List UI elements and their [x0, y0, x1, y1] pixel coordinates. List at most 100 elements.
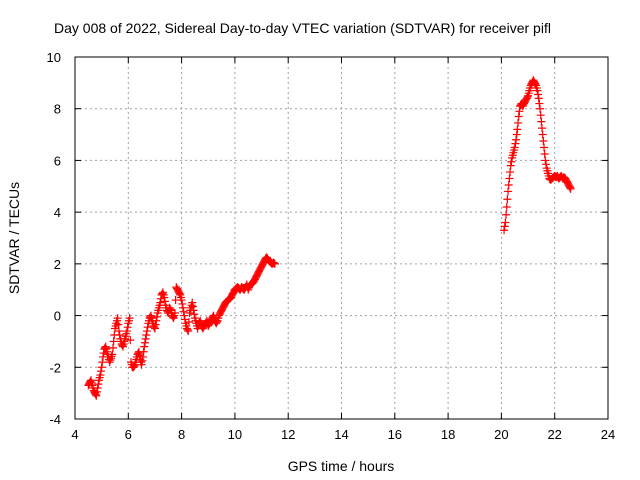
y-tick-label: 2	[54, 257, 61, 272]
x-tick-label: 10	[228, 427, 242, 442]
data-point-marker	[140, 342, 149, 351]
data-point-marker	[114, 320, 123, 329]
grid-lines	[75, 57, 608, 419]
data-point-marker	[130, 361, 139, 370]
data-point-marker	[152, 316, 161, 325]
data-point-marker	[92, 391, 101, 400]
data-point-marker	[178, 299, 187, 308]
data-point-marker	[150, 324, 159, 333]
data-point-marker	[269, 258, 278, 267]
data-point-marker	[566, 183, 575, 192]
data-point-marker	[540, 149, 549, 158]
data-point-marker	[98, 358, 107, 367]
x-tick-label: 4	[71, 427, 78, 442]
data-point-marker	[142, 327, 151, 336]
data-point-marker	[188, 302, 197, 311]
data-point-marker	[183, 325, 192, 334]
data-point-marker	[180, 311, 189, 320]
data-point-marker	[86, 377, 95, 386]
x-axis-label: GPS time / hours	[288, 458, 395, 474]
data-point-marker	[537, 117, 546, 126]
data-point-marker	[93, 383, 102, 392]
data-point-marker	[539, 137, 548, 146]
series-2	[500, 76, 575, 235]
data-point-marker	[140, 338, 149, 347]
data-point-marker	[105, 358, 114, 367]
data-point-marker	[538, 130, 547, 139]
data-point-marker	[536, 111, 545, 120]
data-point-marker	[123, 323, 132, 332]
data-point-marker	[244, 285, 253, 294]
data-point-marker	[135, 351, 144, 360]
data-point-marker	[100, 343, 109, 352]
data-point-marker	[166, 305, 175, 314]
data-point-marker	[92, 387, 101, 396]
data-point-marker	[270, 259, 279, 268]
y-tick-label: 0	[54, 309, 61, 324]
data-point-marker	[531, 80, 540, 89]
data-point-marker	[139, 347, 148, 356]
y-tick-label: 6	[54, 153, 61, 168]
data-point-marker	[505, 174, 514, 183]
data-point-marker	[94, 380, 103, 389]
data-point-marker	[500, 226, 509, 235]
data-point-marker	[96, 367, 105, 376]
data-point-marker	[107, 352, 116, 361]
y-axis-label: SDTVAR / TECUs	[6, 182, 22, 294]
data-point-marker	[175, 289, 184, 298]
data-points	[84, 76, 575, 400]
x-tick-label: 24	[601, 427, 615, 442]
y-tick-labels: -4 -2 0 2 4 6 8 10	[47, 50, 61, 427]
x-tick-label: 8	[178, 427, 185, 442]
data-point-marker	[501, 218, 510, 227]
data-point-marker	[108, 343, 117, 352]
data-point-marker	[115, 330, 124, 339]
data-point-marker	[126, 336, 135, 345]
data-point-marker	[158, 289, 167, 298]
x-tick-labels: 4 6 8 10 12 14 16 18 20 22 24	[71, 427, 615, 442]
data-point-marker	[106, 354, 115, 363]
data-point-marker	[502, 202, 511, 211]
data-point-marker	[106, 356, 115, 365]
data-point-marker	[125, 314, 134, 323]
data-point-marker	[513, 125, 522, 134]
data-point-marker	[540, 143, 549, 152]
axis-ticks	[74, 56, 609, 420]
data-point-marker	[160, 293, 169, 302]
data-point-marker	[208, 312, 217, 321]
data-point-marker	[190, 310, 199, 319]
data-point-marker	[515, 107, 524, 116]
data-point-marker	[142, 330, 151, 339]
data-point-marker	[184, 327, 193, 336]
y-tick-label: 4	[54, 205, 61, 220]
data-point-marker	[97, 363, 106, 372]
data-point-marker	[114, 327, 123, 336]
data-point-marker	[541, 156, 550, 165]
data-point-marker	[122, 327, 131, 336]
data-point-marker	[504, 187, 513, 196]
data-point-marker	[566, 184, 575, 193]
data-point-marker	[535, 99, 544, 108]
data-point-marker	[138, 352, 147, 361]
data-point-marker	[506, 168, 515, 177]
data-point-marker	[109, 337, 118, 346]
data-point-marker	[184, 318, 193, 327]
y-tick-label: 8	[54, 102, 61, 117]
data-point-marker	[511, 139, 520, 148]
data-point-marker	[156, 298, 165, 307]
data-point-marker	[170, 308, 179, 317]
data-point-marker	[168, 312, 177, 321]
data-point-marker	[538, 124, 547, 133]
x-tick-label: 16	[388, 427, 402, 442]
data-point-marker	[113, 314, 122, 323]
data-point-marker	[503, 195, 512, 204]
data-point-marker	[534, 94, 543, 103]
data-point-marker	[151, 320, 160, 329]
data-point-marker	[510, 143, 519, 152]
data-point-marker	[189, 306, 198, 315]
series-1	[84, 253, 279, 400]
x-tick-label: 22	[547, 427, 561, 442]
data-point-marker	[270, 259, 279, 268]
data-point-marker	[514, 118, 523, 127]
